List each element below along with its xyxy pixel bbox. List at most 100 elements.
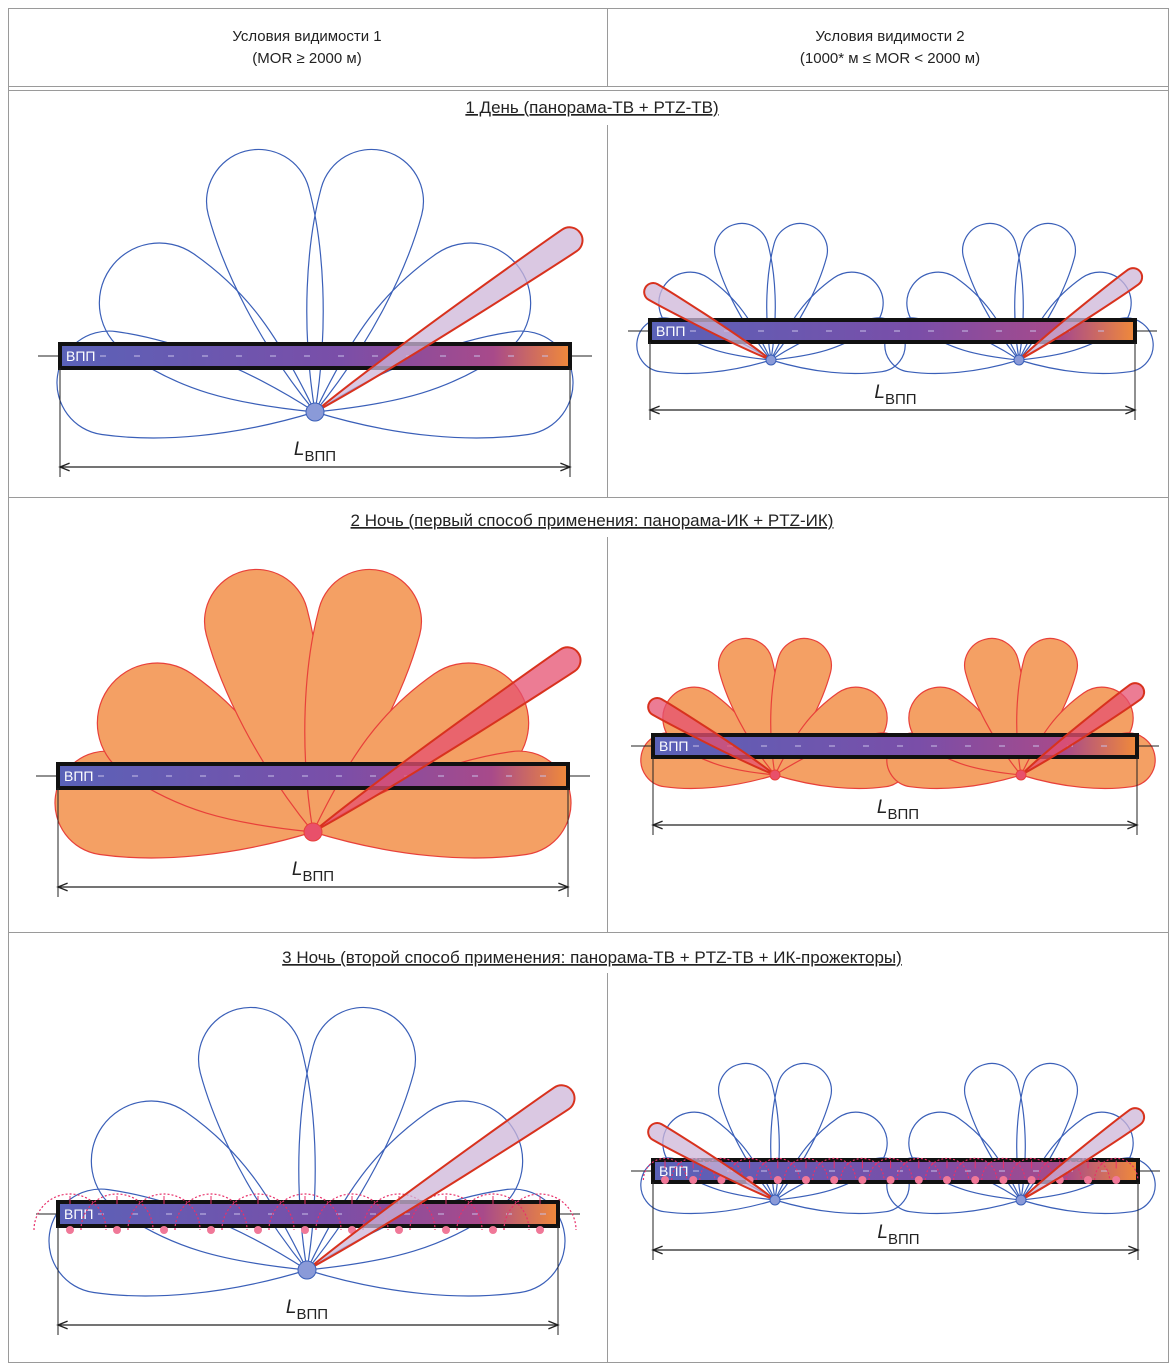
runway: [648, 318, 1137, 344]
ptz-beam: [306, 1084, 576, 1271]
ir-illumination: [268, 1193, 342, 1231]
ir-projector: [773, 1176, 782, 1184]
ir-projector: [395, 1226, 403, 1234]
ir-projector: [943, 1176, 951, 1184]
ir-projector: [1027, 1176, 1036, 1184]
ptz-beam: [1018, 267, 1144, 361]
ptz-beam: [647, 1122, 776, 1201]
ptz-beam: [312, 646, 582, 833]
ir-illumination: [981, 1157, 1026, 1181]
ir-projector: [661, 1176, 669, 1184]
coverage-lobe: [964, 1062, 1026, 1202]
coverage-lobe: [198, 1006, 316, 1272]
coverage-lobe: [306, 148, 424, 414]
runway: [651, 1158, 1140, 1184]
ir-illumination: [642, 1157, 688, 1181]
length-label: LВПП: [877, 797, 919, 823]
coverage-lobe: [1014, 222, 1076, 362]
camera: [1013, 354, 1025, 366]
ir-projector: [858, 1176, 867, 1184]
column-condition: (1000* м ≤ MOR < 2000 м): [800, 50, 980, 67]
ptz-beam: [643, 282, 772, 361]
runway: [58, 342, 572, 370]
ir-illumination: [896, 1157, 941, 1181]
coverage-lobe: [658, 271, 773, 361]
length-label: LВПП: [286, 1297, 328, 1323]
length-symbol: L: [286, 1297, 297, 1318]
length-subscript: ВПП: [888, 1231, 920, 1248]
camera: [765, 354, 777, 366]
length-subscript: ВПП: [885, 391, 917, 408]
ptz-beam: [647, 697, 776, 776]
section-title: 2 Ночь (первый способ применения: панора…: [351, 511, 834, 530]
ir-illumination: [812, 1157, 857, 1181]
ir-illumination: [174, 1193, 248, 1231]
ptz-beam: [1020, 682, 1146, 776]
coverage-lobe: [962, 222, 1024, 362]
ir-illumination: [503, 1193, 577, 1231]
coverage-lobe: [773, 1111, 888, 1201]
camera: [769, 769, 781, 781]
ir-illumination: [924, 1157, 970, 1181]
ir-projector: [1084, 1176, 1092, 1184]
length-symbol: L: [292, 859, 303, 880]
length-symbol: L: [294, 439, 305, 460]
runway-label: ВПП: [64, 768, 93, 784]
column-condition: (MOR ≥ 2000 м): [252, 50, 361, 67]
coverage-lobe: [769, 271, 884, 361]
length-subscript: ВПП: [305, 448, 337, 465]
coverage-lobe: [1016, 1062, 1078, 1202]
ir-projector: [886, 1176, 895, 1184]
length-label: LВПП: [877, 1222, 919, 1248]
ir-illumination: [127, 1193, 201, 1231]
coverage-lobe: [906, 271, 1021, 361]
length-symbol: L: [874, 382, 885, 403]
ir-illumination: [456, 1193, 530, 1231]
coverage-lobe: [98, 242, 317, 413]
ir-illumination: [1009, 1157, 1054, 1181]
runway-label: ВПП: [66, 348, 95, 364]
ir-projector: [830, 1176, 839, 1184]
length-subscript: ВПП: [888, 806, 920, 823]
table-grid: [8, 8, 1169, 1363]
runway-label: ВПП: [659, 738, 688, 754]
coverage-lobe: [770, 1062, 832, 1202]
length-label: LВПП: [294, 439, 336, 465]
ir-projector: [802, 1176, 810, 1184]
length-label: LВПП: [292, 859, 334, 885]
coverage-lobe: [718, 1062, 780, 1202]
length-subscript: ВПП: [297, 1306, 329, 1323]
section-title: 1 День (панорама-ТВ + PTZ-ТВ): [465, 98, 718, 117]
ir-illumination: [362, 1193, 436, 1231]
column-title: Условия видимости 1: [232, 28, 381, 45]
ir-projector: [66, 1226, 74, 1234]
ir-illumination: [840, 1157, 885, 1181]
ir-projector: [489, 1226, 497, 1234]
coverage-lobe: [662, 1111, 777, 1201]
ptz-beam: [314, 226, 584, 413]
ir-projector: [689, 1176, 698, 1184]
runway-label: ВПП: [656, 323, 685, 339]
camera: [297, 1260, 317, 1280]
ir-projector: [160, 1226, 168, 1234]
camera: [769, 1194, 781, 1206]
ir-projector: [113, 1226, 121, 1234]
ir-illumination: [409, 1193, 483, 1231]
camera: [1015, 1194, 1027, 1206]
section-title: 3 Ночь (второй способ применения: панора…: [282, 948, 902, 967]
coverage-lobe: [766, 222, 828, 362]
ptz-beam: [1020, 1107, 1146, 1201]
coverage-lobe: [908, 1111, 1023, 1201]
coverage-lobe: [714, 222, 776, 362]
ir-illumination: [33, 1193, 107, 1231]
length-symbol: L: [877, 1222, 888, 1243]
ir-illumination: [755, 1157, 800, 1181]
runway-diagram: ВПП LВПП: [36, 568, 590, 897]
length-label: LВПП: [874, 382, 916, 408]
